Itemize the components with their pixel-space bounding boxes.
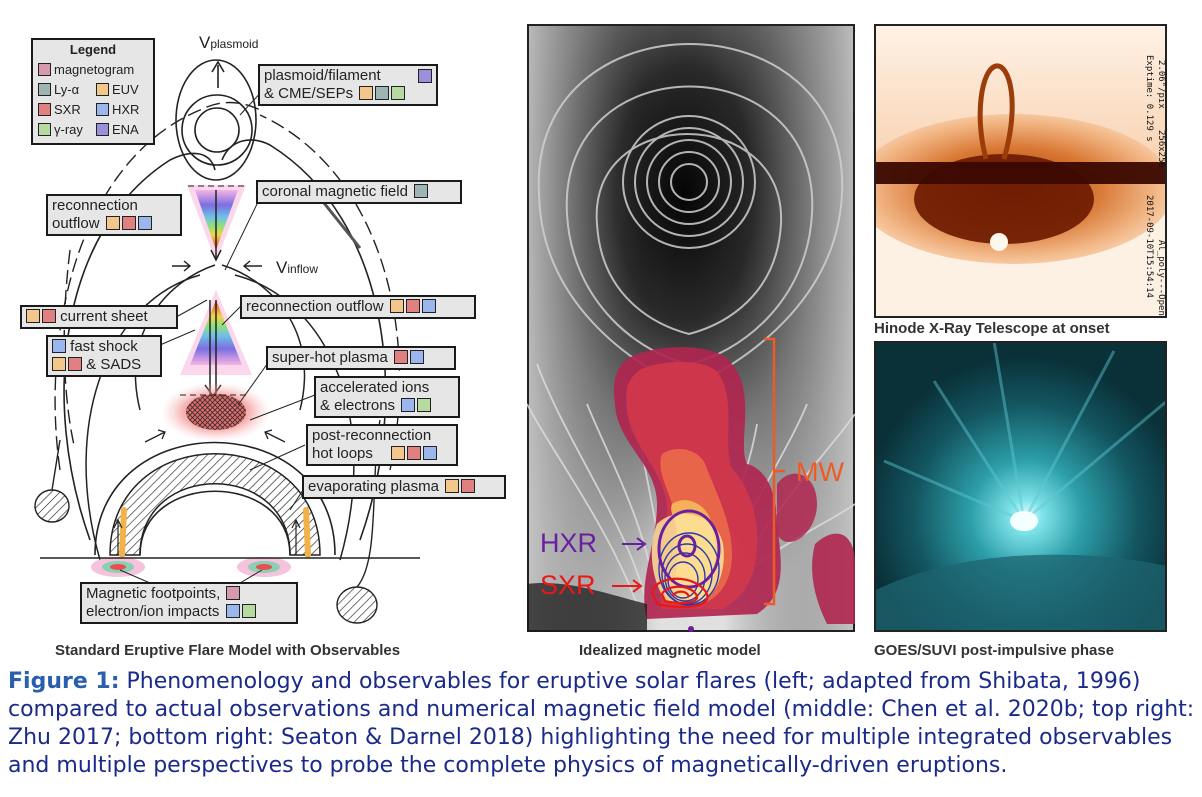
- caption-bottom-right-panel: GOES/SUVI post-impulsive phase: [874, 642, 1115, 659]
- legend-item-magnetogram: magnetogram: [38, 62, 134, 77]
- legend-item-gamma-ray: γ-ray: [38, 122, 83, 137]
- legend-swatch: [38, 123, 51, 136]
- idealized-magnetic-model-image: [527, 24, 855, 632]
- legend-swatch: [38, 103, 51, 116]
- legend-title: Legend: [69, 42, 117, 57]
- label-accelerated-ions: accelerated ions & electrons: [314, 376, 460, 418]
- goes-suvi-image: [874, 341, 1167, 632]
- figure-caption: Figure 1: Phenomenology and observables …: [8, 668, 1196, 780]
- hinode-xrt-image: [874, 24, 1167, 318]
- label-reconnection-outflow-upper: reconnection outflow: [46, 194, 182, 236]
- legend-swatch: [38, 83, 51, 96]
- flare-model-diagram: [34, 59, 420, 624]
- mw-label: MW: [796, 457, 844, 487]
- xrt-meta-time: 2017-09-10T15:54:14: [1144, 195, 1154, 298]
- label-current-sheet: current sheet: [20, 305, 178, 329]
- label-reconnection-outflow-lower: reconnection outflow: [240, 295, 476, 319]
- legend-box: Legend magnetogram Ly-α EUV SXR HXR γ-ra…: [31, 38, 155, 145]
- label-plasmoid-filament: plasmoid/filament & CME/SEPs: [258, 64, 438, 106]
- xrt-meta-exptime: Exptime: 0.129 s: [1144, 55, 1154, 142]
- label-evaporating-plasma: evaporating plasma: [302, 475, 506, 499]
- legend-item-ena: ENA: [96, 122, 139, 137]
- legend-item-euv: EUV: [96, 82, 139, 97]
- sxr-label: SXR: [540, 570, 596, 600]
- hxr-label: HXR: [540, 528, 598, 558]
- label-post-reconnection-loops: post-reconnection hot loops: [306, 424, 458, 466]
- label-magnetic-footpoints: Magnetic footpoints, electron/ion impact…: [80, 582, 298, 624]
- legend-item-sxr: SXR: [38, 102, 81, 117]
- figure-caption-text: Phenomenology and observables for erupti…: [8, 669, 1195, 778]
- xrt-meta-size: 256x256: [1156, 130, 1166, 168]
- label-fast-shock: fast shock & SADS: [46, 335, 162, 377]
- caption-left-panel: Standard Eruptive Flare Model with Obser…: [55, 642, 401, 659]
- xrt-meta-filter: Al_poly---Open: [1156, 240, 1166, 316]
- caption-middle-panel: Idealized magnetic model: [579, 642, 761, 659]
- legend-swatch: [38, 63, 51, 76]
- legend-swatch: [96, 123, 109, 136]
- v-plasmoid-label: Vplasmoid: [199, 33, 259, 52]
- v-inflow-label: Vinflow: [276, 258, 319, 277]
- legend-swatch: [96, 83, 109, 96]
- label-super-hot-plasma: super-hot plasma: [266, 346, 456, 370]
- legend-item-hxr: HXR: [96, 102, 139, 117]
- label-coronal-magnetic-field: coronal magnetic field: [256, 180, 462, 204]
- caption-top-right-panel: Hinode X-Ray Telescope at onset: [874, 320, 1110, 337]
- figure-label: Figure 1:: [8, 669, 120, 694]
- xrt-meta-scale: 2.06"/pix: [1156, 60, 1166, 109]
- legend-swatch: [96, 103, 109, 116]
- legend-item-ly-alpha: Ly-α: [38, 82, 79, 97]
